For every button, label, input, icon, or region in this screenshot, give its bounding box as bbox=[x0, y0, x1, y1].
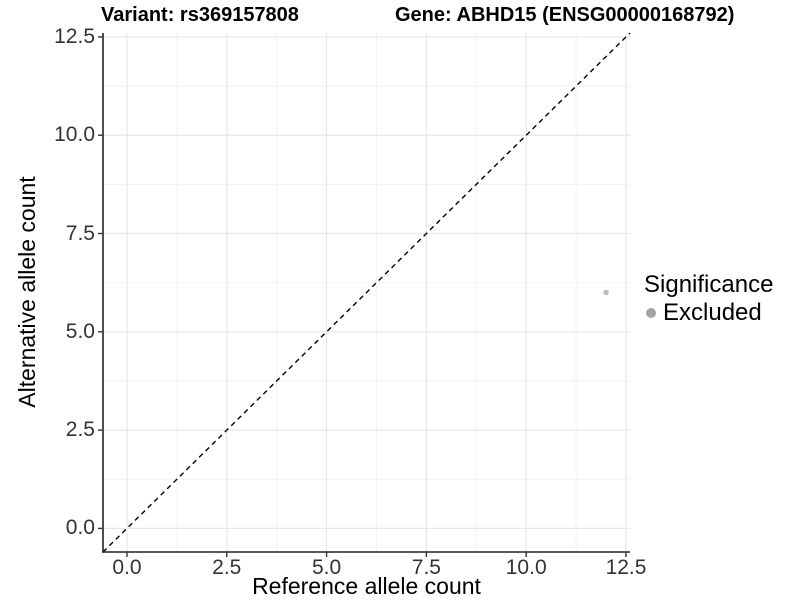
x-tick-label: 2.5 bbox=[212, 556, 242, 579]
legend-title: Significance bbox=[644, 271, 774, 298]
y-axis-title: Alternative allele count bbox=[14, 176, 40, 408]
plot-title-gene: Gene: ABHD15 (ENSG00000168792) bbox=[395, 4, 735, 26]
data-point bbox=[603, 289, 609, 296]
x-tick-label: 12.5 bbox=[605, 556, 647, 579]
identity-reference-line bbox=[102, 32, 631, 553]
legend-item-excluded: Excluded bbox=[646, 299, 773, 326]
x-tick-label: 10.0 bbox=[505, 556, 547, 579]
x-tick-label: 5.0 bbox=[311, 556, 342, 579]
y-tick-label: 2.5 bbox=[65, 418, 95, 442]
x-axis-title: Reference allele count bbox=[252, 573, 481, 599]
y-tick-label: 0.0 bbox=[65, 516, 95, 540]
y-tick-label: 5.0 bbox=[65, 319, 95, 343]
plot-title-variant: Variant: rs369157808 bbox=[101, 4, 299, 26]
legend: Significance Excluded bbox=[644, 271, 773, 326]
legend-key-dot-icon bbox=[646, 307, 656, 318]
x-tick-label: 0.0 bbox=[112, 556, 142, 579]
y-tick-label: 12.5 bbox=[54, 24, 95, 48]
y-tick-label: 7.5 bbox=[65, 221, 95, 245]
y-tick-label: 10.0 bbox=[54, 123, 95, 147]
x-tick-label: 7.5 bbox=[411, 556, 441, 579]
legend-item-label: Excluded bbox=[663, 299, 762, 326]
